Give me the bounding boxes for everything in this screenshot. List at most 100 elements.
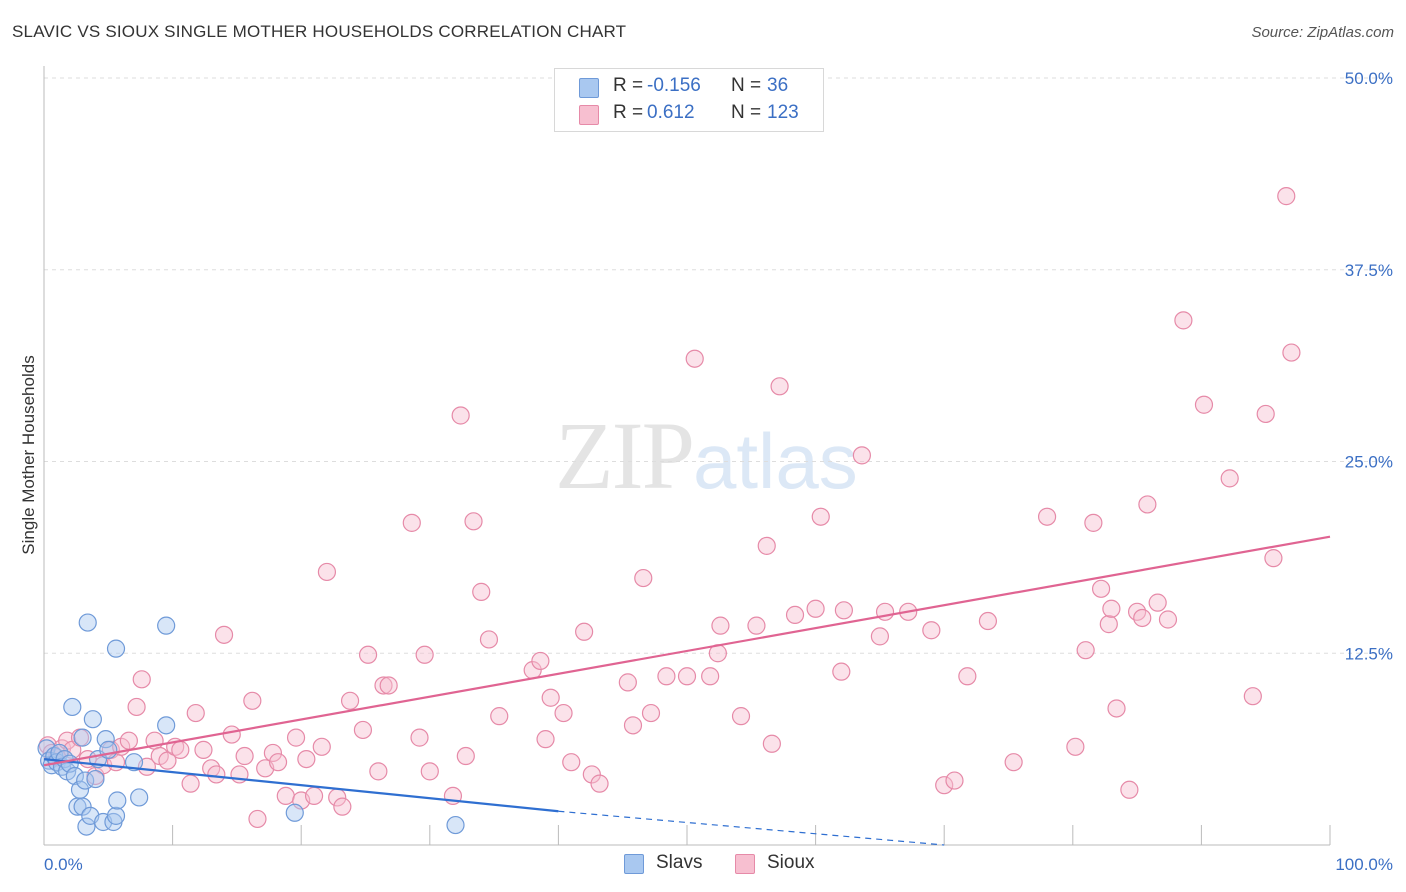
grid-lines bbox=[44, 77, 1390, 654]
legend-r-label: R = bbox=[613, 102, 644, 123]
slavs-points bbox=[37, 613, 465, 836]
x-tick-label: 100.0% bbox=[1335, 855, 1393, 874]
sioux-point bbox=[811, 507, 830, 526]
sioux-point bbox=[317, 562, 337, 582]
sioux-point bbox=[870, 627, 890, 646]
sioux-point bbox=[415, 645, 434, 664]
slavs-point bbox=[108, 791, 127, 810]
slavs-point bbox=[130, 788, 149, 807]
sioux-point bbox=[268, 753, 288, 772]
sioux-point bbox=[757, 536, 776, 555]
y-axis-title: Single Mother Households bbox=[19, 355, 38, 554]
legend-swatch-slavs bbox=[579, 78, 599, 98]
sioux-point bbox=[1102, 599, 1121, 618]
bottom-legend-label-sioux: Sioux bbox=[767, 852, 815, 873]
legend-row-slavs: R = -0.156 N = 36 bbox=[555, 74, 823, 100]
legend-swatch-sioux bbox=[579, 105, 599, 125]
sioux-point bbox=[832, 662, 851, 681]
sioux-point bbox=[711, 616, 730, 635]
sioux-point bbox=[536, 730, 555, 749]
sioux-point bbox=[181, 774, 200, 793]
sioux-point bbox=[420, 762, 439, 781]
sioux-point bbox=[731, 707, 751, 726]
sioux-point bbox=[472, 582, 491, 601]
sioux-points bbox=[38, 187, 1301, 829]
slavs-trend-line bbox=[43, 758, 559, 813]
sioux-point bbox=[1076, 641, 1095, 660]
sioux-point bbox=[127, 697, 146, 717]
trend-lines bbox=[43, 535, 1331, 846]
sioux-point bbox=[1277, 187, 1296, 206]
sioux-point bbox=[1066, 737, 1085, 756]
slavs-point bbox=[78, 613, 97, 632]
sioux-point bbox=[1282, 343, 1301, 362]
slavs-point bbox=[63, 697, 82, 717]
y-tick-label: 37.5% bbox=[1345, 261, 1393, 280]
y-tick-label: 50.0% bbox=[1345, 69, 1393, 88]
sioux-point bbox=[1091, 579, 1111, 598]
sioux-point bbox=[1194, 395, 1214, 414]
sioux-point bbox=[935, 776, 954, 795]
sioux-point bbox=[207, 765, 226, 784]
sioux-point bbox=[623, 716, 643, 735]
source-label: Source: ZipAtlas.com bbox=[1251, 24, 1394, 41]
x-tick-label: 0.0% bbox=[44, 855, 83, 874]
legend-n-label: N = bbox=[731, 102, 762, 123]
slavs-point bbox=[86, 769, 105, 789]
sioux-point bbox=[132, 670, 151, 689]
legend-r-value: -0.156 bbox=[647, 75, 701, 96]
slavs-point bbox=[106, 639, 126, 658]
sioux-point bbox=[582, 765, 601, 784]
sioux-point bbox=[562, 753, 581, 772]
sioux-point bbox=[263, 743, 283, 763]
axes bbox=[43, 66, 1331, 846]
sioux-point bbox=[641, 703, 661, 723]
slavs-point bbox=[96, 730, 115, 749]
y-tick-label: 25.0% bbox=[1345, 453, 1393, 472]
sioux-point bbox=[618, 673, 637, 692]
sioux-point bbox=[834, 601, 853, 620]
sioux-point bbox=[1148, 593, 1167, 612]
bottom-legend-swatch-slavs bbox=[624, 854, 644, 874]
slavs-point bbox=[73, 728, 92, 747]
sioux-point bbox=[1107, 699, 1126, 718]
sioux-point bbox=[490, 707, 509, 726]
sioux-point bbox=[171, 740, 190, 759]
sioux-point bbox=[1256, 404, 1275, 424]
sioux-point bbox=[922, 621, 941, 640]
sioux-point bbox=[1174, 311, 1193, 330]
tick-labels: 12.5% 25.0% 37.5% 50.0% 0.0% 100.0% bbox=[44, 69, 1393, 874]
sioux-point bbox=[1099, 615, 1118, 634]
sioux-point bbox=[677, 667, 697, 686]
slavs-point bbox=[124, 753, 144, 772]
sioux-point bbox=[456, 746, 475, 766]
slavs-point bbox=[65, 766, 84, 786]
watermark-zip: ZIP bbox=[555, 402, 695, 509]
sioux-point bbox=[297, 749, 316, 769]
sioux-point bbox=[358, 645, 378, 664]
sioux-point bbox=[1158, 610, 1178, 629]
sioux-point bbox=[657, 667, 676, 686]
sioux-point bbox=[194, 740, 213, 759]
sioux-point bbox=[1037, 507, 1057, 526]
slavs-point bbox=[73, 797, 92, 816]
legend-r-label: R = bbox=[613, 75, 644, 96]
sioux-point bbox=[785, 605, 805, 625]
slavs-trend-extension bbox=[558, 810, 945, 846]
chart-title: SLAVIC VS SIOUX SINGLE MOTHER HOUSEHOLDS… bbox=[12, 22, 627, 41]
sioux-point bbox=[312, 737, 331, 756]
legend-n-label: N = bbox=[731, 75, 762, 96]
sioux-point bbox=[1138, 495, 1157, 514]
sioux-point bbox=[685, 349, 704, 368]
sioux-point bbox=[978, 611, 998, 631]
sioux-point bbox=[541, 688, 560, 707]
sioux-point bbox=[214, 625, 234, 644]
legend-n-value: 36 bbox=[767, 75, 789, 96]
y-tick-label: 12.5% bbox=[1345, 644, 1393, 663]
sioux-point bbox=[958, 667, 977, 686]
sioux-point bbox=[451, 406, 470, 425]
sioux-point bbox=[1004, 753, 1023, 772]
sioux-point bbox=[379, 676, 398, 695]
sioux-point bbox=[286, 728, 306, 747]
slavs-point bbox=[157, 616, 176, 635]
